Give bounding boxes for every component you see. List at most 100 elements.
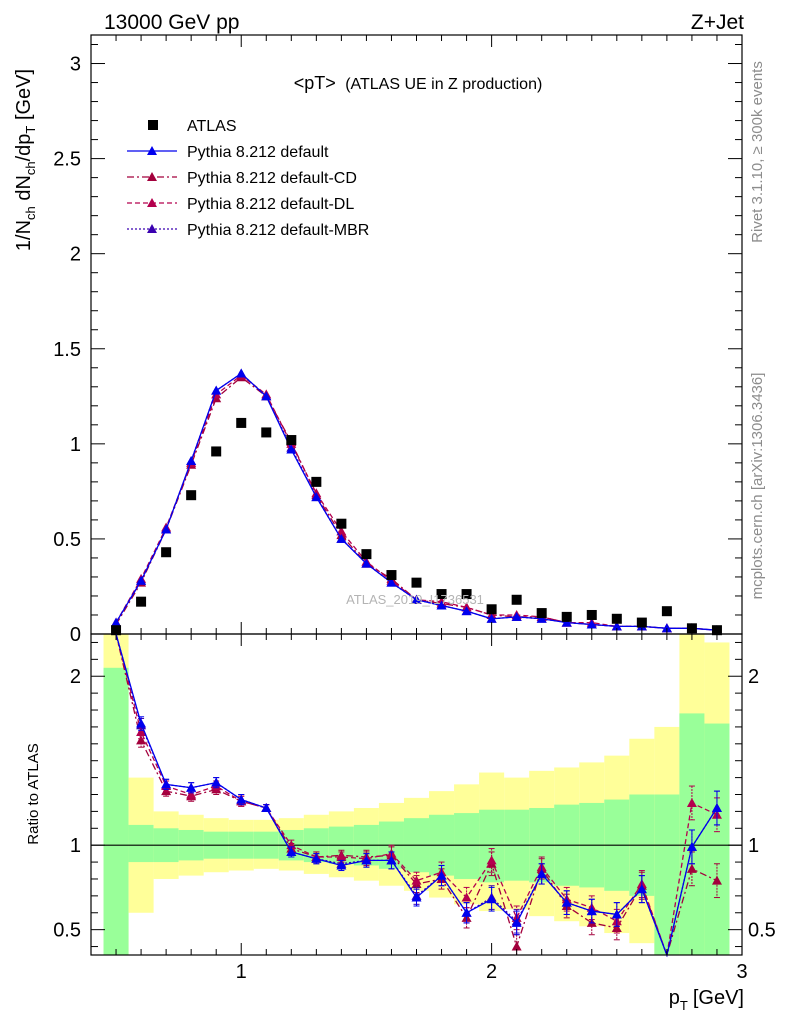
series-0-point-15 [486,613,497,623]
y-ratio-tick-label-right-1: 1 [748,835,759,857]
main-title-main: <pT> [294,73,336,93]
legend: ATLAS Pythia 8.212 default Pythia 8.212 de… [127,118,369,239]
series-2-ratio-point-12 [411,875,422,885]
series-0-ratio-point-15 [486,894,497,904]
series-0-ratio-point-2 [161,779,172,789]
series-0-ratio-point-7 [286,846,297,856]
x-tick-label-2: 3 [736,961,747,983]
series-0-ratio-point-21 [636,884,647,894]
series-0-ratio-point-24 [711,803,722,813]
y-main-tick-label-6: 3 [70,54,81,76]
y-ratio-tick-label-left-2: 2 [70,666,81,688]
data-point-6 [261,427,272,438]
legend-label-2: Pythia 8.212 default-CD [187,170,357,187]
band-inner-0 [103,667,129,955]
series-2-ratio-point-14 [461,892,472,902]
series-0-point-2 [161,524,172,534]
data-point-20 [611,613,622,624]
series-0-point-20 [611,621,622,631]
series-0-ratio-point-13 [436,870,447,880]
mcplots-label: mcplots.cern.ch [arXiv:1306.3436] [749,373,766,600]
series-0-point-0 [111,617,122,627]
series-0-ratio-point-16 [511,917,522,927]
header-left: 13000 GeV pp [104,11,239,34]
series-0-ratio-point-4 [211,777,222,787]
band-inner-14 [454,813,480,879]
legend-label-3: Pythia 8.212 default-DL [187,196,354,213]
legend-label-1: Pythia 8.212 default [187,144,329,161]
axis-ticks: 1 2 300.511.522.530.5 0.51 12 2 [53,35,776,983]
series-0-ratio-point-3 [186,782,197,792]
data-point-18 [561,611,572,622]
series-0-point-10 [361,558,372,568]
series-0-point-6 [261,391,272,401]
data-point-5 [236,417,247,428]
data-point-3 [186,490,197,501]
data-point-4 [211,446,222,457]
series-0-ratio-point-6 [261,803,272,813]
header-right: Z+Jet [691,11,744,34]
data-point-13 [436,589,447,600]
y-axis-label-ratio: Ratio to ATLAS [25,743,42,844]
legend-label-0: ATLAS [187,118,237,135]
series-1-ratio-point-24 [711,875,722,885]
legend-label-4: Pythia 8.212 default-MBR [187,222,369,239]
data-point-10 [361,549,372,560]
band-inner-24 [704,723,730,955]
series-0-ratio-point-18 [561,897,572,907]
legend-marker-3 [147,198,157,207]
band-inner-1 [128,824,154,863]
watermark: ATLAS_2019_I1736531 [346,592,484,607]
series-0-point-13 [436,600,447,610]
data-point-7 [286,435,297,446]
series-0-point-22 [661,623,672,633]
series-2-point-9 [336,526,347,536]
series-0-ratio-point-14 [461,907,472,917]
series-0-point-16 [511,611,522,621]
main-panel-series [111,368,722,636]
data-point-9 [336,518,347,529]
series-0-ratio-point-11 [386,855,397,865]
y-ratio-tick-label-left-1: 1 [70,835,81,857]
series-2-ratio-point-3 [186,789,197,799]
series-0-ratio-point-23 [686,841,697,851]
data-point-1 [136,596,147,607]
series-0-point-9 [336,533,347,543]
y-main-tick-label-4: 2 [70,244,81,266]
data-point-11 [386,570,397,581]
data-point-2 [161,547,172,558]
main-title: <pT> (ATLAS UE in Z production) [294,73,543,93]
series-0-point-18 [561,617,572,627]
series-2-ratio-point-15 [486,855,497,865]
y-ratio-tick-label-right-0: 0.5 [748,920,776,942]
series-1-ratio-point-23 [686,863,697,873]
series-0-ratio-point-5 [236,794,247,804]
x-axis-label: pT [GeV] [669,987,744,1013]
series-0-ratio-point-10 [361,855,372,865]
data-point-14 [461,589,472,600]
y-axis-label-main: 1/Nch dNch/dpT [GeV] [13,69,38,251]
series-0-ratio-point-1 [136,718,147,728]
data-point-15 [486,604,497,615]
ratio-panel-series [91,633,742,958]
series-0-ratio-point-8 [311,853,322,863]
main-title-sub: (ATLAS UE in Z production) [345,76,542,93]
series-0-ratio-point-20 [611,909,622,919]
y-main-tick-label-3: 1.5 [53,339,81,361]
data-point-21 [636,617,647,628]
y-main-tick-label-2: 1 [70,434,81,456]
data-point-8 [311,476,322,487]
series-1-ratio-point-1 [136,735,147,745]
series-2-ratio-point-1 [136,726,147,736]
y-main-tick-label-0: 0 [70,624,81,646]
data-point-16 [511,594,522,605]
series-2-ratio-point-23 [686,797,697,807]
legend-marker-2 [147,172,157,181]
series-0-point-5 [236,368,247,378]
series-0-point-14 [461,606,472,616]
series-0-ratio-point-17 [536,868,547,878]
series-0-ratio-point-9 [336,860,347,870]
y-ratio-tick-label-left-0: 0.5 [53,920,81,942]
series-1-ratio-point-16 [511,941,522,951]
